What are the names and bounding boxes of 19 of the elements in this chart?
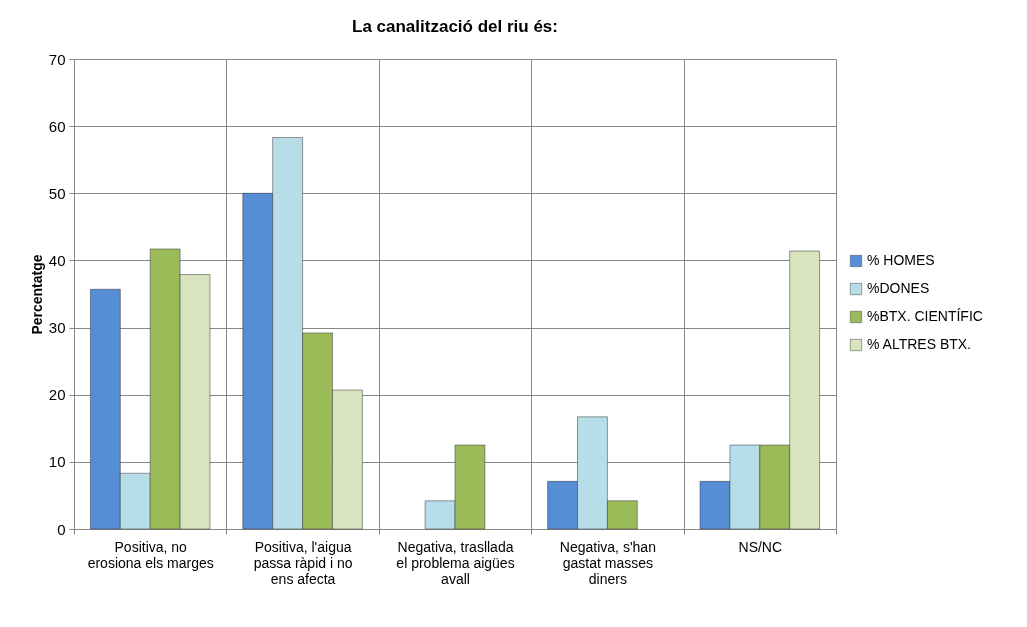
y-tick-label: 40 xyxy=(48,251,66,269)
legend-label: %DONES xyxy=(867,280,930,296)
x-tick-label: Positiva, l'aigua passa ràpid i no ens afecta xyxy=(253,538,353,587)
chart-title: La canalització del riu és: xyxy=(352,17,558,36)
legend-label: % HOMES xyxy=(867,252,935,268)
x-tick-label: Negativa, trasllada el problema aigües avall xyxy=(396,538,515,587)
y-tick-label: 0 xyxy=(57,520,66,538)
x-tick-label: Positiva, no erosiona els marges xyxy=(87,538,214,571)
y-axis-title: Percentatge xyxy=(28,254,45,335)
x-tick-label: Negativa, s'han gastat masses diners xyxy=(559,538,656,587)
y-tick-label: 60 xyxy=(48,117,66,135)
y-tick-label: 50 xyxy=(48,184,66,202)
legend-label: % ALTRES BTX. xyxy=(867,336,971,352)
legend-label: %BTX. CIENTÍFIC xyxy=(867,308,983,324)
y-tick-label: 30 xyxy=(48,319,66,337)
y-tick-label: 10 xyxy=(48,453,66,471)
y-tick-label: 70 xyxy=(48,50,66,68)
x-tick-label: NS/NC xyxy=(738,538,783,555)
y-tick-label: 20 xyxy=(48,386,66,404)
